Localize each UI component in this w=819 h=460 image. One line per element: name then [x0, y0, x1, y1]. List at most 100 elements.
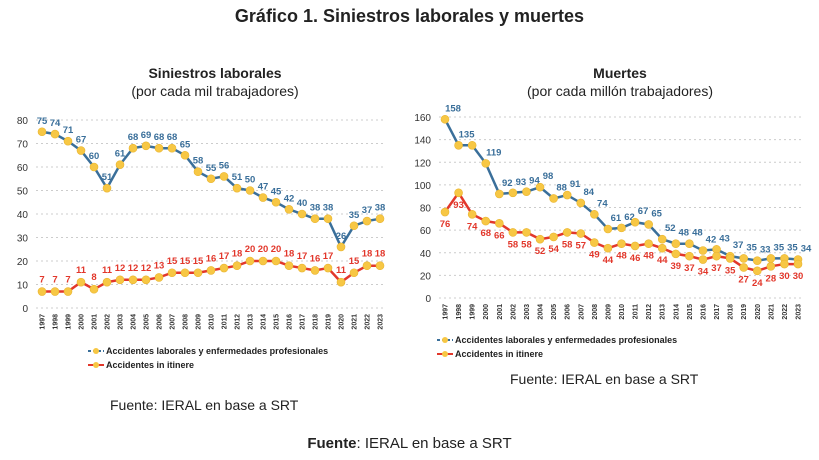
data-point	[219, 263, 229, 273]
right-subtitle: (por cada millón trabajadores)	[527, 83, 713, 99]
data-point	[495, 189, 504, 199]
data-point	[766, 262, 776, 271]
data-label: 57	[575, 241, 586, 252]
data-point	[89, 284, 99, 294]
data-label: 88	[556, 182, 567, 193]
data-point	[297, 209, 307, 219]
y-tick-label: 140	[414, 136, 431, 147]
data-point	[102, 277, 112, 287]
legend-marker-red-icon	[88, 362, 104, 368]
data-point	[37, 287, 47, 296]
x-tick-label: 2009	[196, 314, 203, 330]
data-label: 93	[516, 177, 527, 188]
legend-label: Accidentes in itinere	[106, 360, 195, 370]
data-label: 119	[486, 147, 501, 158]
x-tick-label: 2009	[605, 304, 612, 320]
left-chart-title: Siniestros laborales (por cada mil traba…	[40, 64, 390, 100]
y-tick-label: 10	[17, 281, 29, 292]
data-point	[271, 197, 281, 207]
data-point	[603, 224, 613, 234]
data-point	[644, 239, 653, 248]
x-tick-label: 2021	[768, 304, 775, 320]
data-label: 71	[63, 125, 74, 136]
data-label: 17	[219, 251, 230, 262]
data-label: 42	[284, 193, 295, 204]
x-tick-label: 2004	[131, 314, 138, 330]
x-tick-label: 2022	[365, 314, 372, 330]
data-point	[685, 251, 694, 261]
data-point	[219, 172, 229, 181]
data-point	[297, 263, 307, 273]
x-tick-label: 2023	[378, 314, 385, 330]
data-point	[603, 243, 613, 253]
data-label: 67	[638, 206, 649, 217]
y-tick-label: 60	[17, 163, 29, 174]
x-tick-label: 2016	[700, 304, 707, 320]
x-tick-label: 2012	[646, 304, 653, 320]
data-label: 12	[128, 263, 139, 274]
data-label: 17	[297, 251, 308, 262]
legend-label: Accidentes laborales y enfermedades prof…	[106, 346, 329, 356]
x-tick-label: 2010	[209, 314, 216, 330]
footer-label: Fuente	[307, 435, 357, 452]
x-tick-label: 2021	[352, 314, 359, 330]
data-label: 37	[362, 205, 373, 216]
data-point	[258, 193, 268, 202]
data-point	[258, 256, 268, 266]
data-label: 58	[521, 239, 532, 250]
data-label: 43	[719, 233, 730, 244]
data-label: 18	[375, 249, 386, 260]
x-tick-label: 2005	[551, 304, 558, 320]
data-label: 38	[323, 203, 334, 214]
x-tick-label: 2008	[592, 304, 599, 320]
x-tick-label: 2019	[326, 314, 333, 330]
data-label: 65	[180, 139, 191, 150]
data-point	[362, 261, 372, 270]
data-label: 48	[679, 228, 690, 239]
data-point	[284, 205, 294, 214]
data-point	[698, 255, 708, 264]
x-tick-label: 2011	[633, 304, 640, 319]
data-label: 35	[787, 242, 798, 253]
data-point	[508, 188, 518, 198]
y-tick-label: 0	[22, 304, 28, 315]
data-label: 58	[508, 239, 519, 250]
x-tick-label: 1998	[456, 304, 463, 320]
data-label: 35	[349, 210, 360, 221]
left-subtitle: (por cada mil trabajadores)	[131, 83, 299, 99]
data-label: 65	[651, 208, 662, 219]
x-tick-label: 2006	[565, 304, 572, 320]
data-point	[671, 249, 681, 259]
x-tick-label: 2013	[248, 314, 255, 330]
data-point	[617, 239, 626, 248]
data-label: 38	[310, 203, 321, 214]
data-label: 54	[548, 244, 559, 255]
data-point	[644, 220, 653, 229]
y-tick-label: 20	[17, 257, 29, 268]
y-tick-label: 50	[17, 187, 29, 198]
data-point	[115, 275, 125, 285]
data-label: 48	[692, 228, 703, 239]
data-point	[752, 266, 762, 276]
x-tick-label: 2001	[92, 314, 99, 330]
data-label: 51	[232, 172, 243, 183]
x-tick-label: 2015	[687, 304, 694, 320]
data-point	[206, 266, 216, 275]
x-tick-label: 2003	[118, 314, 125, 330]
data-point	[495, 219, 504, 228]
data-point	[141, 141, 151, 151]
right-legend-laborales: Accidentes laborales y enfermedades prof…	[437, 335, 677, 345]
x-tick-label: 2001	[497, 304, 504, 320]
footer-text: : IERAL en base a SRT	[356, 435, 512, 452]
data-point	[440, 114, 450, 124]
data-point	[481, 159, 491, 168]
data-label: 35	[746, 242, 757, 253]
data-point	[375, 214, 385, 223]
data-point	[549, 232, 558, 242]
data-point	[535, 182, 545, 192]
data-point	[349, 221, 359, 231]
data-label: 93	[453, 200, 464, 211]
data-point	[310, 266, 320, 275]
x-tick-label: 1997	[443, 304, 450, 320]
data-point	[454, 140, 463, 150]
